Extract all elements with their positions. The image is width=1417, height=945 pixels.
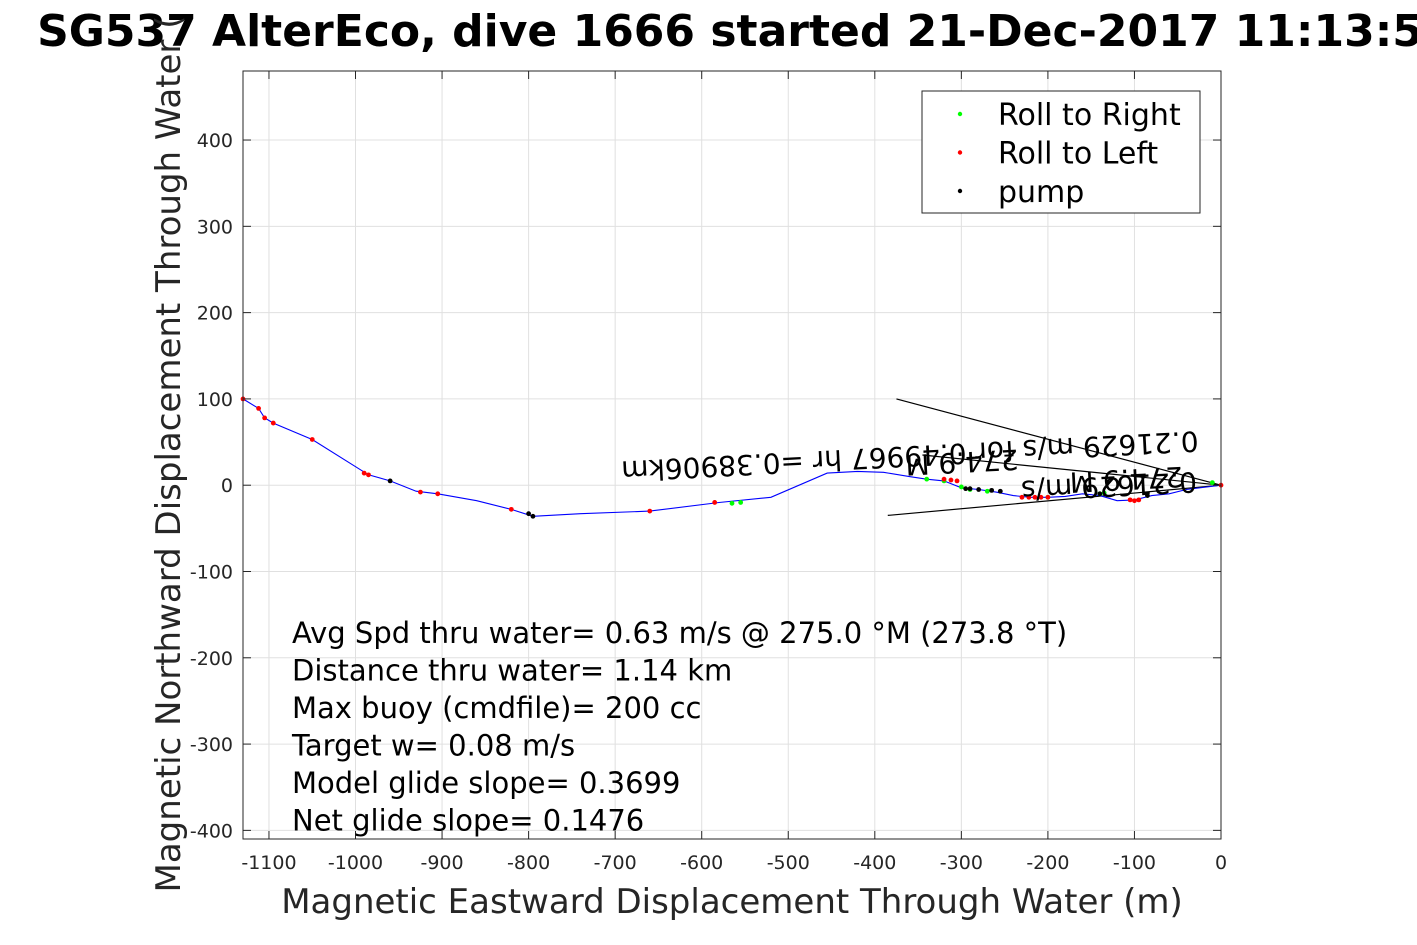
stat-line: Target w= 0.08 m/s — [291, 729, 575, 763]
x-tick-label: 0 — [1215, 852, 1227, 874]
pump-point — [526, 511, 532, 517]
x-tick-label: -200 — [1026, 852, 1069, 874]
direction-annotation: 274.9 M — [904, 442, 1019, 481]
x-tick-label: -100 — [1113, 852, 1156, 874]
stat-line: Avg Spd thru water= 0.63 m/s @ 275.0 °M … — [292, 616, 1067, 650]
guide-lines — [887, 398, 1222, 517]
roll-left-point — [361, 470, 367, 476]
stat-line: Max buoy (cmdfile)= 200 cc — [292, 691, 701, 725]
y-tick-label: 200 — [197, 303, 233, 325]
roll-left-point — [941, 476, 947, 482]
x-axis-label: Magnetic Eastward Displacement Through W… — [281, 882, 1183, 922]
y-tick-label: 300 — [197, 216, 233, 238]
axis-ticks — [243, 71, 1222, 839]
roll-left-point — [1136, 497, 1142, 503]
pump-point — [989, 487, 995, 493]
pump-point — [976, 487, 982, 492]
roll-right-point — [1101, 490, 1107, 496]
roll-left-point — [712, 500, 718, 505]
x-tick-label: -800 — [507, 852, 550, 874]
legend-label: Roll to Left — [998, 137, 1158, 172]
x-tick-label: -400 — [853, 852, 896, 874]
pump-point — [963, 486, 969, 492]
y-axis-label: Magnetic Northward Displacement Through … — [149, 16, 189, 893]
roll-left-point — [1127, 497, 1133, 503]
roll-left-point — [435, 491, 441, 497]
x-tick-label: -1100 — [241, 852, 296, 874]
guide-line — [896, 398, 1222, 486]
pump-point — [387, 478, 393, 484]
x-tick-label: -500 — [767, 852, 810, 874]
guide-line — [887, 484, 1222, 517]
legend-label: Roll to Right — [998, 98, 1181, 133]
roll-left-point — [366, 472, 371, 478]
roll-left-point — [256, 406, 261, 411]
pump-point — [530, 513, 536, 519]
legend-marker — [957, 111, 963, 117]
y-tick-label: -100 — [190, 561, 233, 583]
pump-point — [967, 486, 973, 492]
x-tick-labels: -1100 -1000 -900 -800 -700 -600 -500 -400 -300 -2… — [241, 852, 1227, 874]
roll-left-point — [270, 420, 276, 426]
roll-left-point — [418, 489, 423, 495]
roll-right-point — [984, 488, 990, 494]
roll-left-point — [1032, 494, 1038, 500]
roll-right-point — [1209, 480, 1215, 486]
legend-box — [921, 90, 1201, 214]
direction-annotation: 274.9 M — [1069, 460, 1184, 499]
roll-left-point — [508, 506, 514, 512]
roll-left-point — [309, 437, 315, 442]
y-tick-label: -300 — [190, 734, 233, 756]
roll-left-point — [647, 508, 653, 514]
guide-line — [922, 454, 1222, 486]
y-tick-label: 400 — [197, 130, 233, 152]
x-tick-label: -600 — [680, 852, 723, 874]
stats-text-block: Avg Spd thru water= 0.63 m/s @ 275.0 °M … — [291, 616, 1067, 838]
x-tick-label: -700 — [594, 852, 637, 874]
stat-line: Net glide slope= 0.1476 — [292, 804, 644, 838]
roll-right-point — [924, 476, 930, 482]
axes-box — [242, 70, 1222, 840]
pump-point — [1145, 493, 1150, 498]
y-tick-labels: -400 -300 -200 -100 0 100 200 300 400 — [190, 130, 233, 842]
roll-left-point — [954, 478, 960, 484]
legend-marker — [957, 188, 963, 194]
chart-title: SG537 AlterEco, dive 1666 started 21-Dec… — [37, 6, 1417, 57]
y-tick-label: 100 — [197, 389, 233, 411]
roll-right-point — [729, 500, 735, 506]
legend-marker — [957, 150, 963, 155]
y-tick-label: -400 — [190, 820, 233, 842]
stat-line: Model glide slope= 0.3699 — [292, 766, 680, 800]
roll-left-point — [1132, 498, 1137, 504]
roll-left-point — [1026, 494, 1032, 500]
marker-series — [240, 396, 1224, 519]
roll-right-point — [958, 484, 964, 490]
roll-left-point — [1045, 494, 1051, 500]
legend-label: pump — [998, 175, 1084, 210]
x-tick-label: -900 — [420, 852, 463, 874]
x-tick-label: -300 — [940, 852, 983, 874]
roll-left-point — [948, 477, 954, 483]
y-tick-label: 0 — [221, 475, 233, 497]
roll-left-point — [1019, 494, 1025, 500]
x-tick-label: -1000 — [328, 852, 383, 874]
y-tick-label: -200 — [190, 648, 233, 670]
stat-line: Distance thru water= 1.14 km — [292, 654, 732, 688]
roll-left-point — [1038, 494, 1044, 500]
pump-point — [997, 488, 1003, 494]
roll-left-point — [262, 415, 268, 421]
roll-right-point — [738, 500, 744, 505]
pump-point — [1097, 491, 1103, 497]
